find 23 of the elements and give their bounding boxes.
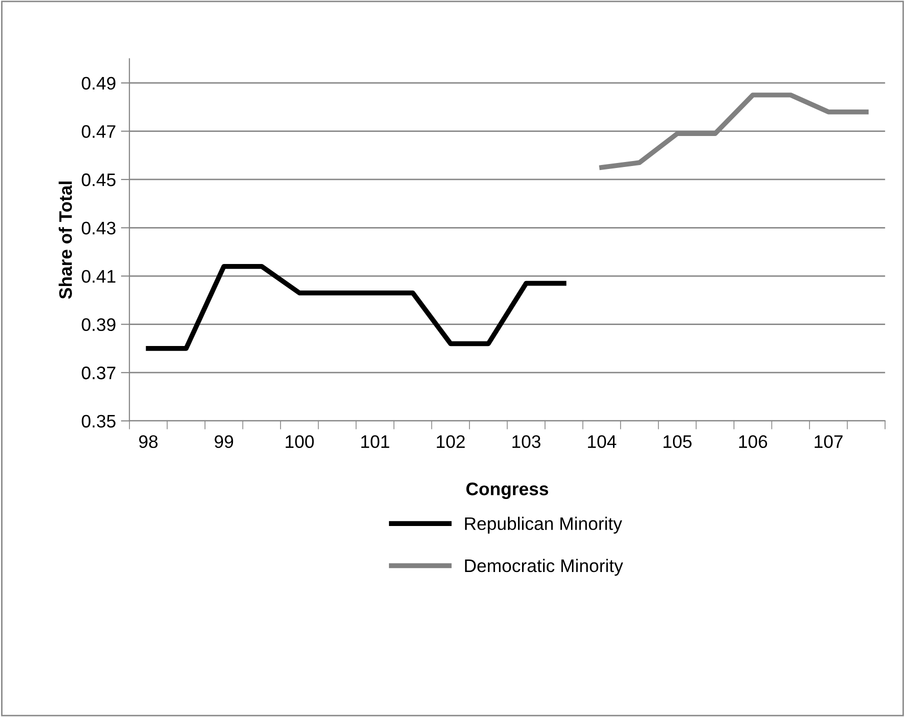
x-tick-label: 98 bbox=[139, 435, 158, 448]
line-series bbox=[146, 264, 566, 351]
legend-label: Democratic Minority bbox=[465, 558, 624, 576]
x-tick-label: 102 bbox=[436, 435, 465, 448]
x-tick-label: 100 bbox=[286, 435, 314, 448]
y-tick-label: 0.47 bbox=[82, 125, 116, 138]
legend-label: Republican Minority bbox=[465, 516, 622, 534]
x-tick-label: 104 bbox=[588, 435, 616, 448]
y-tick-label: 0.43 bbox=[82, 222, 116, 234]
y-tick-label: 0.37 bbox=[82, 366, 116, 380]
x-tick-label: 107 bbox=[814, 435, 843, 448]
y-tick-label: 0.45 bbox=[82, 173, 116, 186]
y-tick-label: 0.41 bbox=[82, 270, 116, 283]
x-tick-label: 103 bbox=[512, 435, 540, 448]
x-tick-label: 105 bbox=[664, 435, 692, 448]
y-axis-title: Share of Total bbox=[58, 182, 72, 299]
y-tick-label: 0.35 bbox=[82, 414, 116, 428]
x-tick-label: 101 bbox=[361, 435, 390, 448]
x-axis-title: Congress bbox=[466, 482, 548, 499]
x-tick-label: 99 bbox=[214, 435, 234, 448]
y-tick-label: 0.49 bbox=[82, 76, 116, 90]
x-tick-label: 106 bbox=[739, 435, 768, 448]
y-tick-label: 0.39 bbox=[82, 318, 116, 332]
